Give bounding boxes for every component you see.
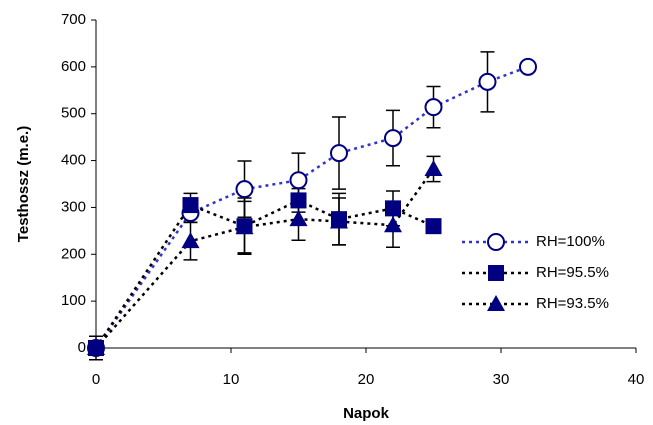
legend-marker <box>487 295 505 311</box>
marker <box>425 218 442 235</box>
marker <box>424 98 443 117</box>
marker <box>290 192 307 209</box>
legend-label: RH=93.5% <box>536 295 609 312</box>
marker <box>385 200 401 217</box>
y-tick-label: 100 <box>61 292 86 309</box>
x-axis-title: Napok <box>343 405 390 422</box>
y-tick-label: 0 <box>78 339 86 356</box>
marker <box>330 212 348 229</box>
legend-label: RH=100% <box>536 233 605 250</box>
y-tick-label: 200 <box>61 245 86 262</box>
legend-label: RH=95.5% <box>536 264 609 281</box>
y-axis-title: Testhossz (m.e.) <box>15 126 32 242</box>
y-tick-label: 400 <box>61 152 86 169</box>
y-tick-label: 600 <box>61 58 86 75</box>
x-tick-label: 10 <box>223 371 240 388</box>
x-tick-label: 30 <box>493 371 510 388</box>
marker <box>235 180 254 199</box>
marker <box>182 197 199 214</box>
marker <box>478 72 497 91</box>
marker <box>289 171 308 190</box>
marker <box>384 216 402 233</box>
marker <box>289 210 308 227</box>
series-line <box>94 65 529 349</box>
marker <box>424 160 443 177</box>
y-tick-label: 300 <box>61 198 86 215</box>
x-tick-label: 0 <box>92 371 100 388</box>
marker <box>519 57 537 76</box>
marker <box>235 218 254 235</box>
x-tick-label: 20 <box>358 371 375 388</box>
marker <box>87 339 105 355</box>
legend-marker <box>488 265 504 281</box>
series-line <box>95 168 435 349</box>
y-tick-label: 500 <box>61 105 86 122</box>
y-tick-label: 700 <box>61 11 86 28</box>
marker <box>384 129 402 148</box>
marker <box>181 232 200 249</box>
legend-marker <box>487 233 505 251</box>
series-line <box>94 199 435 349</box>
x-tick-label: 40 <box>628 371 645 388</box>
marker <box>330 144 348 163</box>
